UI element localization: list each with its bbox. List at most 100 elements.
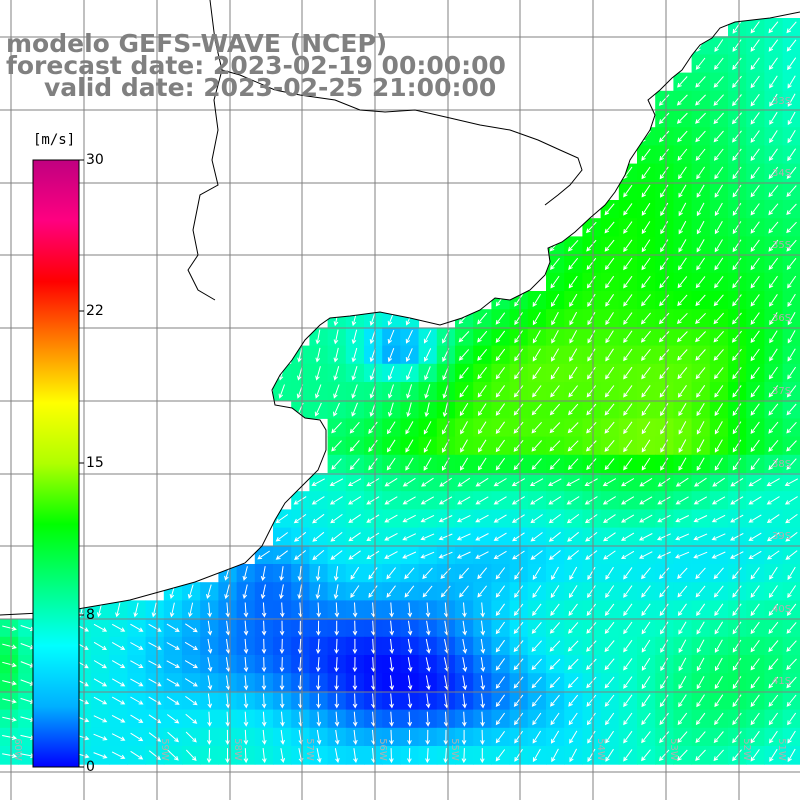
wind-arrow	[225, 711, 231, 727]
wind-arrow	[656, 533, 671, 541]
wind-arrow	[784, 478, 799, 486]
wind-arrow	[784, 496, 798, 505]
wind-arrow	[604, 658, 615, 671]
wind-arrow	[475, 533, 489, 541]
wind-arrow	[293, 496, 307, 505]
wind-arrow	[678, 439, 687, 453]
wind-arrow	[768, 221, 779, 234]
wind-arrow	[586, 275, 596, 289]
wind-arrow	[548, 496, 562, 505]
wind-arrow	[695, 312, 706, 325]
wind-arrow	[766, 478, 780, 487]
colorbar-tick-8: 8	[86, 607, 95, 623]
wind-arrow	[461, 748, 467, 764]
wind-arrow	[605, 730, 615, 744]
wind-arrow	[329, 496, 343, 505]
wind-arrow	[750, 694, 760, 708]
wind-arrow	[549, 458, 561, 470]
wind-arrow	[750, 330, 760, 344]
wind-arrow	[480, 729, 485, 745]
wind-arrow	[531, 694, 542, 707]
wind-arrow	[677, 731, 688, 743]
wind-arrow	[349, 440, 360, 452]
colorbar-tick-30: 30	[86, 152, 104, 168]
wind-arrow	[587, 311, 596, 326]
wind-arrow	[768, 366, 778, 380]
wind-arrow	[513, 385, 524, 398]
wind-arrow	[714, 220, 723, 235]
wind-arrow	[425, 748, 430, 764]
wind-arrow	[148, 714, 162, 724]
wind-arrow	[732, 257, 742, 271]
wind-arrow	[641, 749, 651, 762]
wind-arrow	[696, 202, 705, 217]
wind-arrow	[532, 348, 541, 362]
wind-arrow	[207, 620, 213, 636]
wind-arrow	[568, 275, 578, 289]
wind-arrow	[404, 585, 415, 598]
wind-arrow	[750, 348, 760, 362]
wind-arrow	[511, 514, 525, 523]
wind-arrow	[786, 166, 797, 180]
wind-arrow	[678, 421, 687, 435]
wind-arrow	[732, 21, 742, 34]
wind-arrow	[641, 221, 651, 235]
wind-arrow	[207, 638, 213, 654]
wind-arrow	[532, 748, 541, 763]
wind-arrow	[732, 421, 742, 435]
wind-arrow	[711, 496, 726, 505]
wind-arrow	[769, 748, 778, 762]
wind-arrow	[623, 403, 633, 416]
wind-arrow	[695, 130, 706, 143]
wind-arrow	[768, 585, 778, 598]
wind-arrow	[366, 496, 380, 505]
wind-arrow	[678, 166, 687, 180]
wind-arrow	[787, 712, 797, 726]
wind-arrow	[511, 496, 525, 505]
wind-arrow	[750, 730, 760, 744]
wind-arrow	[513, 603, 524, 616]
wind-arrow	[130, 732, 144, 742]
wind-arrow	[714, 457, 723, 471]
wind-arrow	[260, 584, 266, 600]
wind-arrow	[531, 621, 542, 634]
wind-arrow	[333, 384, 340, 399]
wind-arrow	[207, 657, 213, 673]
wind-arrow	[678, 202, 687, 217]
wind-arrow	[531, 640, 542, 652]
colorbar	[32, 159, 84, 768]
wind-arrow	[225, 675, 231, 691]
wind-arrow	[402, 477, 416, 487]
wind-arrow	[495, 294, 506, 307]
wind-arrow	[730, 477, 744, 487]
wind-arrow	[713, 112, 724, 125]
wind-arrow	[660, 403, 669, 417]
wind-arrow	[551, 748, 559, 763]
lat-label: 35S	[772, 240, 792, 251]
wind-arrow	[695, 349, 706, 361]
wind-arrow	[462, 638, 468, 654]
wind-arrow	[261, 729, 267, 745]
wind-arrow	[130, 714, 144, 723]
wind-arrow	[443, 711, 449, 727]
wind-arrow	[769, 348, 778, 362]
wind-arrow	[530, 550, 543, 560]
wind-arrow	[714, 385, 724, 398]
wind-arrow	[604, 712, 615, 726]
wind-arrow	[732, 239, 742, 253]
wind-arrow	[641, 457, 651, 471]
wind-arrow	[93, 623, 108, 632]
wind-arrow	[315, 347, 321, 363]
wind-arrow	[513, 621, 524, 635]
wind-arrow	[766, 532, 780, 542]
wind-arrow	[641, 676, 651, 690]
wind-arrow	[279, 693, 285, 709]
wind-arrow	[748, 478, 762, 487]
wind-arrow	[93, 641, 107, 651]
wind-arrow	[786, 21, 797, 34]
wind-arrow	[389, 748, 394, 764]
wind-arrow	[111, 751, 126, 759]
wind-arrow	[425, 638, 431, 654]
wind-arrow	[695, 148, 706, 161]
